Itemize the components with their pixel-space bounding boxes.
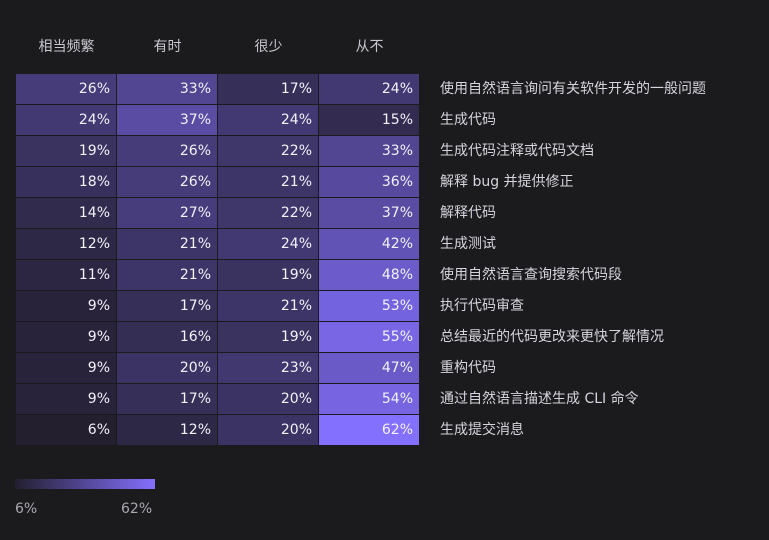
heatmap-cell: 48% <box>319 260 419 290</box>
heatmap-cell: 19% <box>16 136 116 166</box>
heatmap-cell: 47% <box>319 353 419 383</box>
heatmap-cell: 9% <box>16 384 116 414</box>
row-label: 执行代码审查 <box>440 298 524 314</box>
heatmap-row: 19% 26% 22% 33% <box>16 136 420 167</box>
row-label: 解释代码 <box>440 205 496 221</box>
heatmap-cell: 26% <box>16 74 116 104</box>
heatmap-cell: 24% <box>16 105 116 135</box>
heatmap-cell: 21% <box>117 229 217 259</box>
row-label: 生成提交消息 <box>440 422 524 438</box>
heatmap-cell: 26% <box>117 167 217 197</box>
heatmap-cell: 20% <box>218 415 318 445</box>
heatmap-row: 11% 21% 19% 48% <box>16 260 420 291</box>
heatmap-cell: 26% <box>117 136 217 166</box>
heatmap-cell: 62% <box>319 415 419 445</box>
column-header: 有时 <box>153 39 182 55</box>
legend-max-label: 62% <box>121 501 153 517</box>
heatmap-row: 6% 12% 20% 62% <box>16 415 420 446</box>
heatmap-row: 9% 16% 19% 55% <box>16 322 420 353</box>
heatmap-row: 26% 33% 17% 24% <box>16 74 420 105</box>
heatmap-cell: 14% <box>16 198 116 228</box>
heatmap-grid: 26% 33% 17% 24% 24% 37% 24% 15% 19% 26% 22% 33% 18% 2… <box>16 74 420 446</box>
heatmap-cell: 33% <box>117 74 217 104</box>
heatmap-row: 14% 27% 22% 37% <box>16 198 420 229</box>
heatmap-cell: 42% <box>319 229 419 259</box>
heatmap-cell: 17% <box>218 74 318 104</box>
row-label: 使用自然语言询问有关软件开发的一般问题 <box>440 81 706 97</box>
heatmap-cell: 17% <box>117 291 217 321</box>
heatmap-cell: 19% <box>218 260 318 290</box>
row-label: 总结最近的代码更改来更快了解情况 <box>440 329 664 345</box>
heatmap-cell: 12% <box>117 415 217 445</box>
row-label: 通过自然语言描述生成 CLI 命令 <box>440 391 639 407</box>
heatmap-row: 9% 17% 21% 53% <box>16 291 420 322</box>
color-legend-bar <box>15 479 155 489</box>
heatmap-row: 18% 26% 21% 36% <box>16 167 420 198</box>
heatmap-cell: 6% <box>16 415 116 445</box>
column-header: 从不 <box>355 39 384 55</box>
heatmap-cell: 23% <box>218 353 318 383</box>
heatmap-cell: 18% <box>16 167 116 197</box>
heatmap-cell: 21% <box>218 167 318 197</box>
heatmap-row: 24% 37% 24% 15% <box>16 105 420 136</box>
heatmap-cell: 9% <box>16 322 116 352</box>
column-header: 很少 <box>254 39 283 55</box>
heatmap-cell: 17% <box>117 384 217 414</box>
column-header: 相当频繁 <box>38 39 95 55</box>
heatmap-cell: 22% <box>218 136 318 166</box>
row-label: 生成测试 <box>440 236 496 252</box>
heatmap-cell: 33% <box>319 136 419 166</box>
heatmap-cell: 24% <box>218 229 318 259</box>
heatmap-cell: 36% <box>319 167 419 197</box>
heatmap-cell: 12% <box>16 229 116 259</box>
heatmap-cell: 22% <box>218 198 318 228</box>
heatmap-cell: 37% <box>117 105 217 135</box>
heatmap-cell: 11% <box>16 260 116 290</box>
heatmap-row: 12% 21% 24% 42% <box>16 229 420 260</box>
heatmap-cell: 37% <box>319 198 419 228</box>
row-label: 生成代码注释或代码文档 <box>440 143 594 159</box>
heatmap-cell: 16% <box>117 322 217 352</box>
heatmap-cell: 53% <box>319 291 419 321</box>
heatmap-cell: 24% <box>319 74 419 104</box>
heatmap-cell: 20% <box>218 384 318 414</box>
heatmap-cell: 9% <box>16 291 116 321</box>
row-label: 解释 bug 并提供修正 <box>440 174 574 190</box>
heatmap-cell: 20% <box>117 353 217 383</box>
heatmap-cell: 9% <box>16 353 116 383</box>
heatmap-row: 9% 20% 23% 47% <box>16 353 420 384</box>
heatmap-row: 9% 17% 20% 54% <box>16 384 420 415</box>
legend-min-label: 6% <box>15 501 38 517</box>
row-label: 使用自然语言查询搜索代码段 <box>440 267 622 283</box>
heatmap-cell: 27% <box>117 198 217 228</box>
heatmap-cell: 15% <box>319 105 419 135</box>
row-label: 重构代码 <box>440 360 496 376</box>
heatmap-cell: 54% <box>319 384 419 414</box>
heatmap-cell: 55% <box>319 322 419 352</box>
heatmap-cell: 24% <box>218 105 318 135</box>
column-headers: 相当频繁 有时 很少 从不 <box>16 36 420 56</box>
row-label: 生成代码 <box>440 112 496 128</box>
heatmap-cell: 19% <box>218 322 318 352</box>
heatmap-cell: 21% <box>117 260 217 290</box>
heatmap-cell: 21% <box>218 291 318 321</box>
